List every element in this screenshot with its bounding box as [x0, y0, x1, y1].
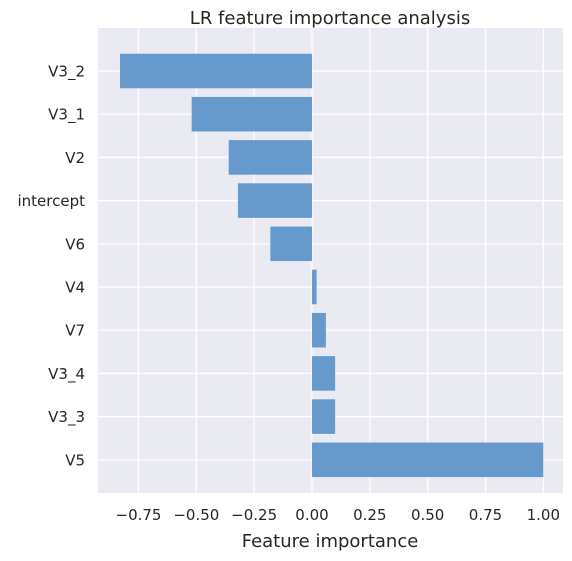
x-tick-label: 0.50 — [411, 506, 444, 524]
y-tick-label: V6 — [65, 235, 85, 253]
bar-v3-3 — [311, 399, 336, 434]
bar-v4 — [311, 269, 317, 305]
x-tick-label: 0.75 — [469, 506, 502, 524]
bars — [119, 53, 544, 478]
x-tick-label: −0.50 — [173, 506, 219, 524]
bar-v2 — [228, 140, 312, 175]
x-tick-label: −0.75 — [116, 506, 162, 524]
y-tick-label: V3_3 — [48, 408, 85, 427]
y-tick-label: V3_1 — [48, 106, 85, 125]
x-tick-label: −0.25 — [231, 506, 277, 524]
x-axis-label: Feature importance — [242, 531, 419, 552]
y-tick-label: V7 — [65, 322, 85, 340]
bar-v3-4 — [311, 356, 336, 391]
y-tick-labels: V3_2 V3_1 V2 intercept V6 V4 V7 V3_4 V3_3 V5 — [18, 63, 86, 470]
bar-v7 — [311, 312, 326, 348]
x-tick-label: 1.00 — [527, 506, 560, 524]
bar-intercept — [237, 183, 312, 218]
y-tick-label: V2 — [65, 149, 85, 167]
y-tick-label: intercept — [18, 192, 86, 210]
bar-v3-2 — [119, 53, 312, 89]
chart-title: LR feature importance analysis — [190, 8, 470, 29]
y-tick-label: V4 — [65, 279, 85, 297]
y-tick-label: V3_2 — [48, 63, 85, 82]
y-tick-label: V5 — [65, 451, 85, 469]
bar-v5 — [311, 442, 544, 478]
x-tick-labels: −0.75 −0.50 −0.25 0.00 0.25 0.50 0.75 1.00 — [116, 506, 561, 524]
bar-v3-1 — [191, 96, 312, 132]
x-tick-label: 0.00 — [295, 506, 328, 524]
x-tick-label: 0.25 — [353, 506, 386, 524]
y-tick-label: V3_4 — [48, 365, 85, 384]
bar-v6 — [270, 226, 312, 262]
